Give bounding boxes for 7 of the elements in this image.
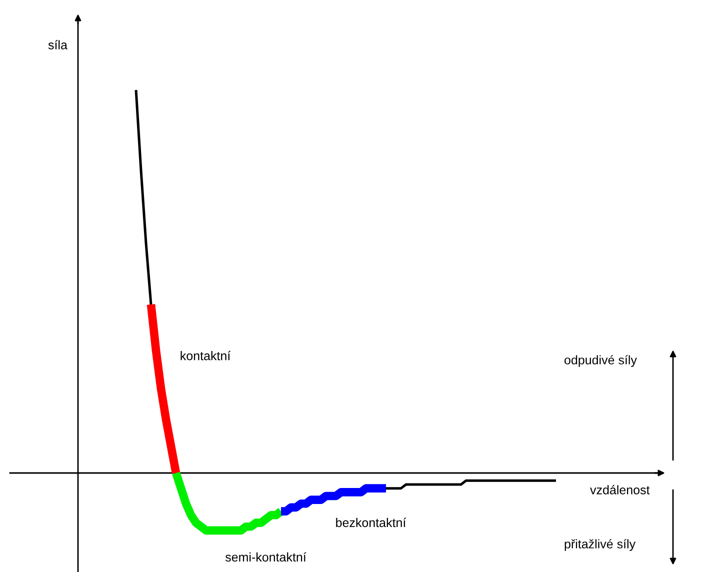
series-label: bezkontaktní (336, 518, 406, 528)
series-label: semi-kontaktní (225, 552, 306, 562)
x-axis-title: vzdálenost (590, 485, 650, 494)
text: odpudivé síly (564, 355, 637, 367)
text: přitažlivé síly (564, 539, 636, 551)
series-label: kontaktní (180, 350, 231, 360)
text: síla (48, 40, 68, 50)
